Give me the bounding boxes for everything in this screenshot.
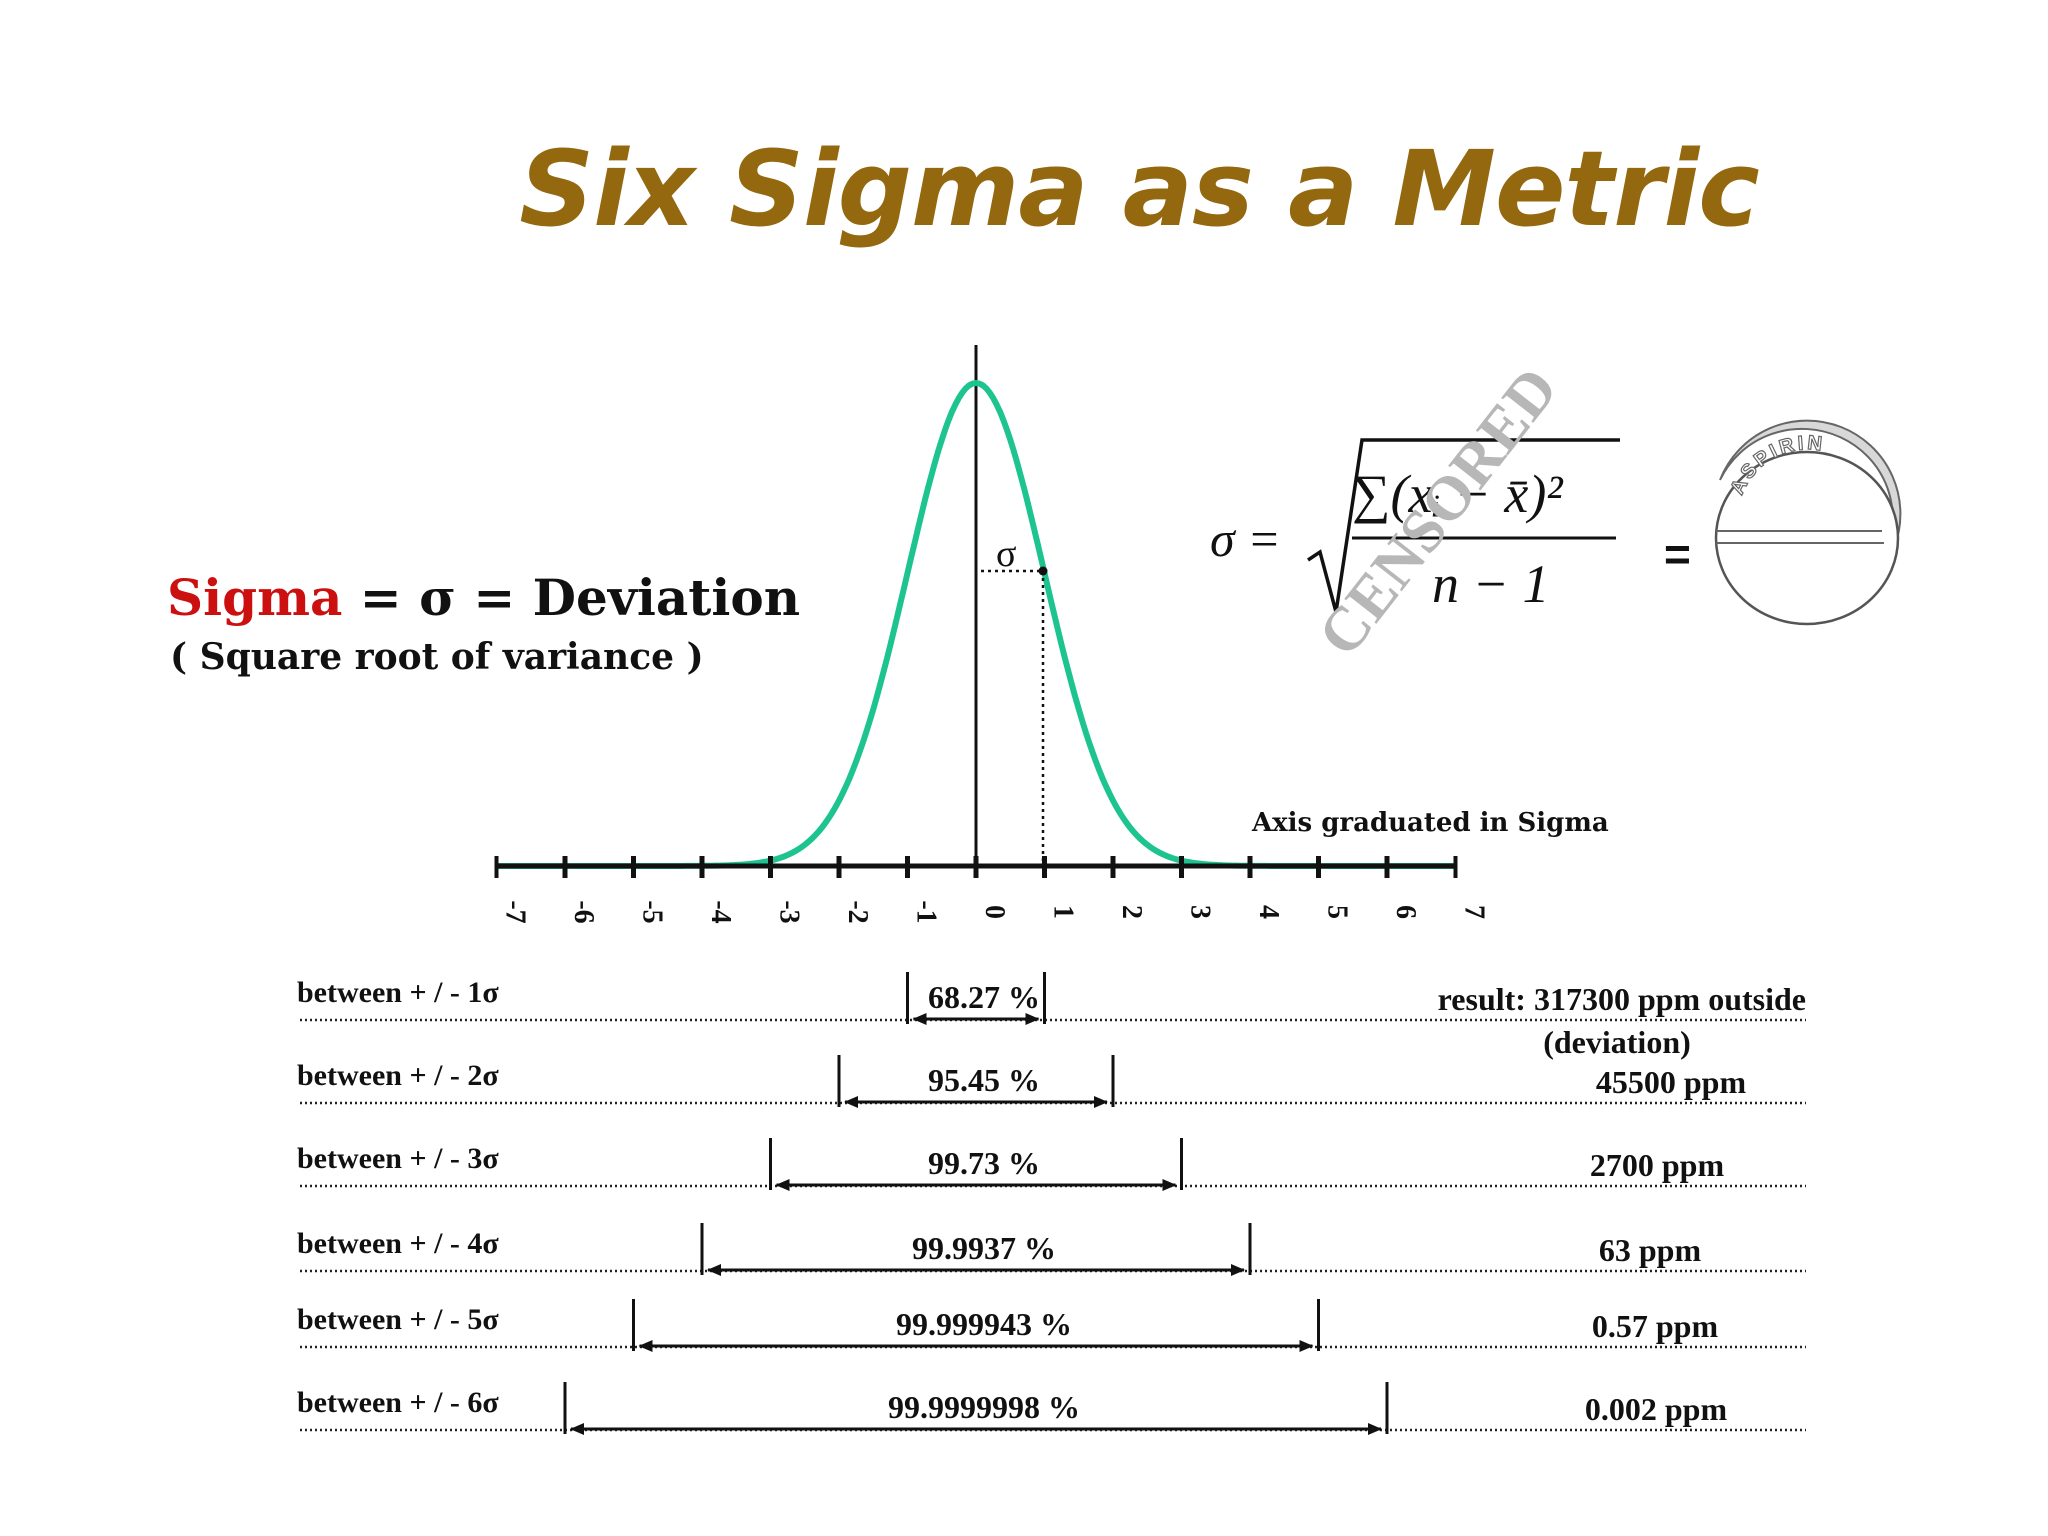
row-label: between + / - 2σ	[297, 1059, 499, 1092]
row-label: between + / - 3σ	[297, 1142, 499, 1175]
axis-tick-label: 7	[1459, 905, 1490, 919]
std-dev-formula: σ = ∑(xᵢ − x̄)² n − 1 = CENSORED	[1210, 355, 1691, 668]
axis-tick-label: 3	[1185, 905, 1216, 919]
aspirin-pill-icon: ASPIRIN	[1714, 419, 1902, 626]
axis-tick-label: -1	[911, 900, 942, 923]
axis-tick-label: -7	[500, 900, 531, 923]
axis-tick-label: -6	[568, 900, 599, 923]
sigma-definition-rest: = σ = Deviation	[342, 568, 801, 627]
row-percent: 99.73 %	[928, 1145, 1040, 1181]
row-ppm: 0.57 ppm	[1592, 1308, 1719, 1344]
formula-lhs: σ =	[1210, 511, 1281, 567]
row-percent: 95.45 %	[928, 1062, 1040, 1098]
row-ppm: 2700 ppm	[1590, 1147, 1725, 1183]
axis-tick-label: -3	[774, 900, 805, 923]
row-percent: 99.9937 %	[912, 1230, 1056, 1266]
row-percent: 99.999943 %	[896, 1306, 1072, 1342]
row-percent: 99.9999998 %	[888, 1389, 1080, 1425]
formula-denominator: n − 1	[1432, 554, 1549, 614]
variance-note: ( Square root of variance )	[170, 636, 704, 678]
row-label: between + / - 6σ	[297, 1386, 499, 1419]
axis-tick-label: -2	[842, 900, 873, 923]
sigma-definition: Sigma = σ = Deviation	[167, 568, 800, 627]
row-ppm-note: (deviation)	[1543, 1024, 1691, 1060]
row-label: between + / - 4σ	[297, 1227, 499, 1260]
sigma-word: Sigma	[167, 568, 343, 627]
axis-tick-label: -4	[705, 900, 736, 923]
row-ppm: 63 ppm	[1599, 1232, 1702, 1268]
axis-tick-label: 2	[1116, 905, 1147, 919]
sigma-marker-point	[1038, 566, 1048, 576]
row-percent: 68.27 %	[928, 979, 1040, 1015]
axis-tick-label: -5	[637, 900, 668, 923]
axis-caption: Axis graduated in Sigma	[1252, 808, 1609, 838]
row-label: between + / - 5σ	[297, 1303, 499, 1336]
axis-tick-label: 5	[1322, 905, 1353, 919]
axis-ticks: -7 -6 -5 -4 -3 -2 -1 0 1 2 3 4 5 6 7	[494, 856, 1490, 924]
row-ppm: 0.002 ppm	[1585, 1391, 1728, 1427]
row-label: between + / - 1σ	[297, 976, 499, 1009]
sigma-rows: between + / - 1σ 68.27 % result: 317300 pp…	[297, 972, 1806, 1435]
formula-radical	[1307, 438, 1620, 613]
axis-tick-label: 0	[979, 905, 1010, 919]
axis-tick-label: 6	[1390, 905, 1421, 919]
row-ppm: 45500 ppm	[1596, 1064, 1747, 1100]
formula-equals: =	[1664, 528, 1691, 580]
sigma-marker-label: σ	[996, 533, 1016, 575]
axis-tick-label: 4	[1253, 905, 1284, 919]
axis-tick-label: 1	[1048, 905, 1079, 919]
slide-title: Six Sigma as a Metric	[519, 128, 1760, 250]
row-ppm: result: 317300 ppm outside	[1438, 981, 1806, 1017]
formula-numerator: ∑(xᵢ − x̄)²	[1352, 464, 1563, 524]
